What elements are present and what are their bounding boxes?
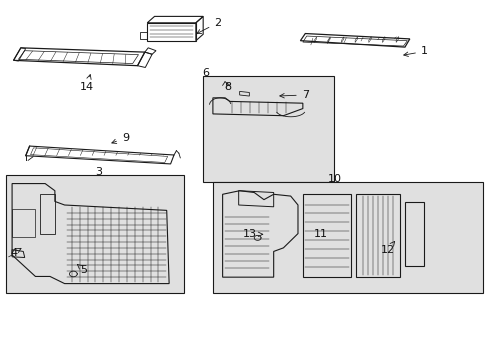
- Text: 1: 1: [403, 46, 427, 57]
- Text: 6: 6: [202, 68, 209, 78]
- Text: 10: 10: [327, 174, 341, 184]
- Text: 2: 2: [196, 18, 221, 33]
- Text: 9: 9: [112, 133, 129, 144]
- Text: 12: 12: [380, 242, 394, 255]
- Bar: [6, 175, 183, 293]
- Text: 11: 11: [314, 229, 327, 239]
- Bar: [212, 182, 482, 293]
- Bar: [203, 76, 334, 182]
- Text: 7: 7: [279, 90, 308, 100]
- Text: 13: 13: [242, 229, 262, 239]
- Text: 4: 4: [10, 248, 21, 258]
- Text: 8: 8: [224, 82, 230, 92]
- Text: 14: 14: [79, 75, 93, 92]
- Text: 3: 3: [95, 167, 102, 177]
- Text: 5: 5: [77, 265, 87, 275]
